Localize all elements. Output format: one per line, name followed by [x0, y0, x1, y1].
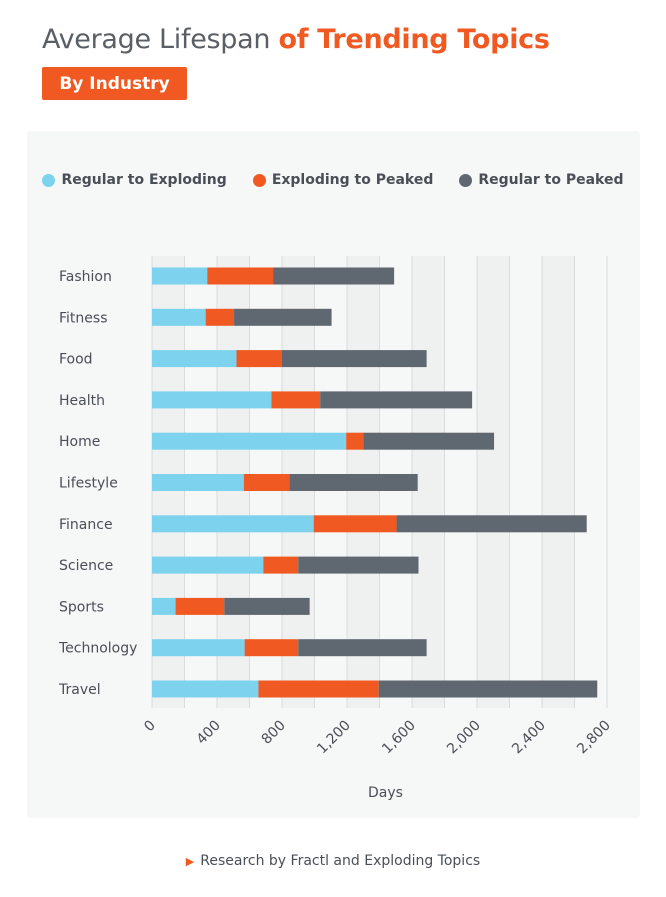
bar-segment-regular-to-exploding — [152, 391, 272, 409]
industry-badge: By Industry — [42, 67, 187, 100]
x-axis-title: Days — [368, 785, 403, 801]
x-tick-label: 2,000 — [444, 718, 484, 758]
bar-segment-exploding-to-peaked — [205, 308, 235, 326]
bar-segment-regular-to-peaked — [273, 267, 395, 285]
bar-segment-regular-to-exploding — [152, 350, 237, 368]
x-tick-label: 1,200 — [314, 718, 354, 758]
page-title: Average Lifespan of Trending Topics — [42, 24, 550, 55]
bar-segment-exploding-to-peaked — [258, 680, 379, 698]
bar-segment-regular-to-exploding — [152, 474, 244, 491]
x-tick-label: 0 — [141, 718, 159, 736]
bar-segment-exploding-to-peaked — [263, 556, 299, 574]
category-label: Lifestyle — [59, 476, 118, 492]
x-tick-label: 1,600 — [379, 718, 419, 758]
bar-segment-regular-to-peaked — [378, 680, 598, 698]
bar-segment-exploding-to-peaked — [271, 391, 321, 409]
category-label: Fashion — [59, 269, 112, 285]
triangle-right-icon: ▶ — [185, 855, 195, 868]
bar-segment-regular-to-peaked — [363, 432, 495, 450]
bar-segment-exploding-to-peaked — [207, 267, 274, 285]
x-tick-label: 800 — [259, 718, 289, 748]
bar-segment-regular-to-peaked — [282, 350, 427, 368]
bar-segment-regular-to-exploding — [152, 432, 347, 450]
bar-segment-regular-to-peaked — [289, 474, 418, 491]
category-label: Food — [59, 352, 93, 368]
category-label: Fitness — [59, 310, 108, 326]
bar-segment-regular-to-exploding — [152, 680, 259, 698]
grid-band — [477, 256, 510, 708]
bar-segment-exploding-to-peaked — [243, 474, 290, 491]
bar-segment-exploding-to-peaked — [175, 597, 225, 615]
credit-text: Research by Fractl and Exploding Topics — [200, 853, 481, 869]
bar-segment-regular-to-peaked — [298, 639, 427, 657]
x-tick-label: 400 — [194, 718, 224, 748]
bar-segment-exploding-to-peaked — [244, 639, 299, 657]
footer-credit: ▶ Research by Fractl and Exploding Topics — [0, 853, 666, 869]
bar-segment-regular-to-peaked — [224, 597, 310, 615]
bar-segment-regular-to-peaked — [396, 515, 587, 533]
legend-dot-icon — [252, 173, 266, 187]
bar-segment-regular-to-exploding — [152, 267, 208, 285]
bar-segment-regular-to-peaked — [320, 391, 473, 409]
bar-segment-regular-to-exploding — [152, 597, 176, 615]
bar-segment-regular-to-peaked — [234, 308, 332, 326]
bar-segment-exploding-to-peaked — [236, 350, 282, 368]
category-label: Home — [59, 434, 100, 450]
category-label: Travel — [58, 682, 101, 698]
legend-item: Regular to Exploding — [42, 172, 227, 188]
legend-dot-icon — [459, 173, 473, 187]
legend-item: Exploding to Peaked — [252, 172, 434, 188]
legend-label: Regular to Peaked — [478, 172, 624, 188]
bar-segment-regular-to-exploding — [152, 556, 264, 574]
bar-segment-exploding-to-peaked — [313, 515, 397, 533]
bar-segment-regular-to-peaked — [298, 556, 419, 574]
category-label: Finance — [59, 517, 113, 533]
bar-segment-regular-to-exploding — [152, 639, 245, 657]
category-label: Technology — [58, 641, 137, 657]
category-label: Science — [59, 558, 113, 574]
x-tick-label: 2,800 — [574, 718, 614, 758]
grid-band — [542, 256, 575, 708]
title-accent: of Trending Topics — [278, 24, 550, 55]
legend-dot-icon — [42, 173, 56, 187]
legend-label: Regular to Exploding — [61, 172, 227, 188]
x-tick-label: 2,400 — [509, 718, 549, 758]
chart-legend: Regular to Exploding Exploding to Peaked… — [0, 172, 666, 188]
bar-segment-regular-to-exploding — [152, 515, 314, 533]
bar-segment-exploding-to-peaked — [346, 432, 364, 450]
bar-segment-regular-to-exploding — [152, 308, 206, 326]
legend-label: Exploding to Peaked — [271, 172, 434, 188]
title-plain: Average Lifespan — [42, 24, 279, 55]
category-label: Health — [59, 393, 105, 409]
category-label: Sports — [59, 599, 104, 615]
legend-item: Regular to Peaked — [459, 172, 624, 188]
